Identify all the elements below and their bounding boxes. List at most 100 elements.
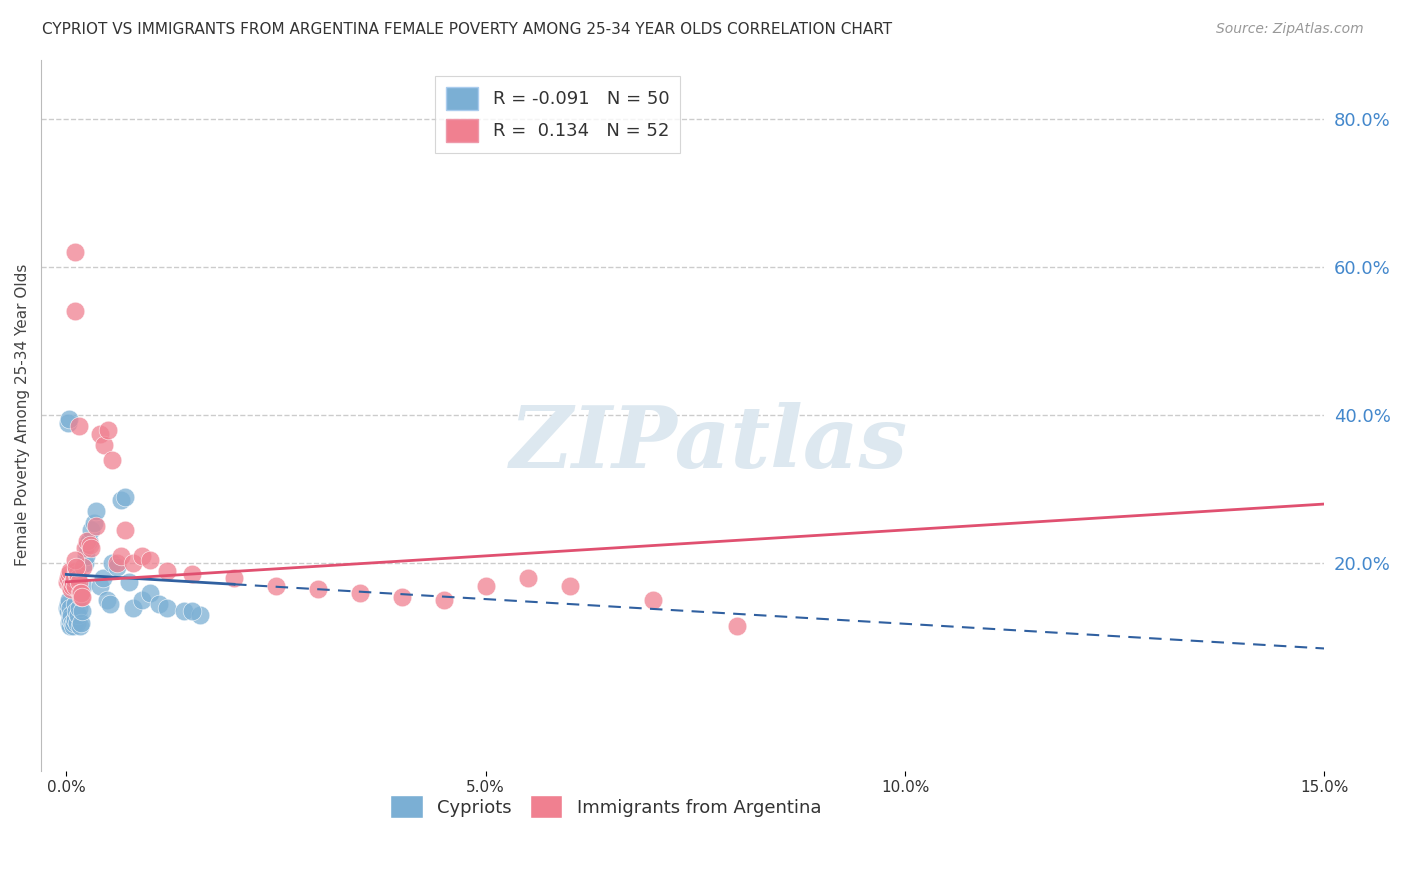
Point (101, 556, 124, 570)
Legend: Cypriots, Immigrants from Argentina: Cypriots, Immigrants from Argentina (382, 788, 828, 826)
Point (58, 593, 80, 607)
Point (56, 597, 79, 611)
Point (725, 619, 748, 633)
Point (62, 574, 84, 589)
Point (59, 564, 82, 578)
Point (222, 571, 245, 585)
Point (65, 578, 87, 592)
Point (59, 619, 82, 633)
Point (105, 560, 128, 574)
Y-axis label: Female Poverty Among 25-34 Year Olds: Female Poverty Among 25-34 Year Olds (15, 264, 30, 566)
Point (139, 586, 162, 600)
Point (643, 593, 665, 607)
Point (139, 552, 162, 566)
Point (516, 571, 538, 585)
Point (63, 571, 86, 585)
Point (65, 564, 87, 578)
Point (56, 416, 79, 430)
Point (58, 412, 80, 426)
Point (56, 604, 79, 618)
Point (83, 516, 105, 530)
Point (69, 619, 91, 633)
Point (91, 571, 114, 585)
Point (433, 593, 456, 607)
Point (59, 578, 82, 592)
Point (66, 608, 89, 623)
Point (59, 600, 82, 615)
Point (75, 549, 97, 563)
Point (148, 597, 170, 611)
Point (110, 549, 132, 563)
Point (59, 608, 82, 623)
Point (58, 567, 80, 582)
Point (69, 615, 91, 630)
Point (97, 423, 120, 437)
Point (181, 604, 204, 618)
Text: Source: ZipAtlas.com: Source: ZipAtlas.com (1216, 22, 1364, 37)
Point (181, 567, 204, 582)
Point (67, 419, 90, 434)
Point (173, 604, 195, 618)
Point (60, 615, 83, 630)
Point (63, 245, 86, 260)
Point (72, 560, 94, 574)
Point (69, 586, 91, 600)
Point (122, 600, 145, 615)
Point (156, 564, 179, 578)
Point (60, 608, 83, 623)
Point (80, 541, 103, 556)
Point (67, 574, 90, 589)
Point (59, 612, 82, 626)
Point (79, 538, 101, 552)
Point (62, 619, 84, 633)
Text: ZIPatlas: ZIPatlas (509, 401, 907, 485)
Point (131, 593, 153, 607)
Point (63, 304, 86, 318)
Point (558, 578, 581, 592)
Point (67, 600, 90, 615)
Point (65, 604, 87, 618)
Point (110, 493, 132, 508)
Point (156, 600, 179, 615)
Point (89, 578, 111, 592)
Point (72, 578, 94, 592)
Point (349, 586, 371, 600)
Point (69, 590, 91, 604)
Point (73, 556, 96, 570)
Point (264, 578, 287, 592)
Point (114, 490, 136, 504)
Point (131, 549, 153, 563)
Point (63, 597, 86, 611)
Point (105, 556, 128, 570)
Point (98, 597, 121, 611)
Point (122, 556, 145, 570)
Point (65, 612, 87, 626)
Point (56, 574, 79, 589)
Point (66, 567, 89, 582)
Point (66, 571, 89, 585)
Point (76, 534, 98, 549)
Point (84, 519, 107, 533)
Point (474, 578, 496, 592)
Point (391, 590, 413, 604)
Point (114, 523, 136, 537)
Point (56, 571, 79, 585)
Point (190, 608, 212, 623)
Point (70, 590, 93, 604)
Point (89, 426, 111, 441)
Point (58, 615, 80, 630)
Point (70, 586, 93, 600)
Point (307, 582, 329, 597)
Text: CYPRIOT VS IMMIGRANTS FROM ARGENTINA FEMALE POVERTY AMONG 25-34 YEAR OLDS CORREL: CYPRIOT VS IMMIGRANTS FROM ARGENTINA FEM… (42, 22, 893, 37)
Point (60, 578, 83, 592)
Point (96, 593, 118, 607)
Point (101, 452, 124, 467)
Point (60, 582, 83, 597)
Point (76, 538, 98, 552)
Point (65, 560, 87, 574)
Point (70, 586, 93, 600)
Point (63, 615, 86, 630)
Point (73, 541, 96, 556)
Point (66, 615, 89, 630)
Point (93, 438, 115, 452)
